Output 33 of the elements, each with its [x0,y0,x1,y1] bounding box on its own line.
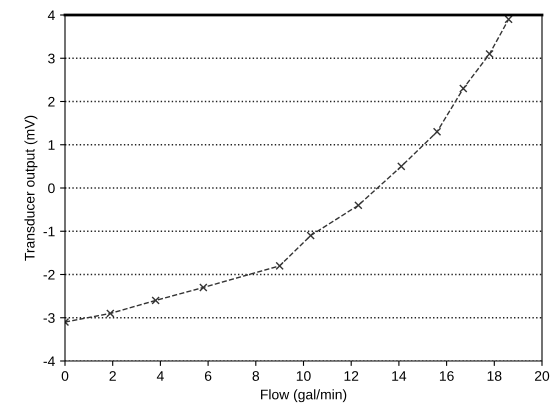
y-tick-label: 3 [48,54,55,64]
x-tick-label: 4 [156,371,164,381]
point [106,309,114,318]
x-tick-label: 10 [296,371,311,381]
x-tick-label: 6 [204,371,212,381]
x-tick-label: 14 [392,371,406,381]
x-tick-label: 20 [534,371,550,381]
x-tick-label: 16 [440,371,454,381]
point [275,262,284,270]
point [485,50,494,58]
y-tick-label: -2 [44,270,55,280]
y-tick-label: 4 [48,10,55,20]
x-tick-label: 18 [488,371,502,381]
y-tick-label: -3 [44,313,55,323]
y-tick-label: 0 [48,183,55,194]
x-tick-label: 0 [62,371,68,381]
x-tick-label: 12 [344,371,358,381]
x-tick-label: 8 [252,371,260,381]
point [199,283,208,292]
y-axis-title: Transducer output (mV) [24,116,38,261]
point [151,296,160,305]
y-tick-label: 2 [48,96,55,107]
y-tick-label: -4 [44,356,55,366]
y-tick-label: 1 [48,140,55,150]
point [504,15,513,24]
point [354,201,363,210]
point [397,162,406,171]
point [306,231,315,240]
point [459,84,468,93]
y-tick-label: -1 [44,226,55,236]
x-axis-title: Flow (gal/min) [261,389,346,402]
point [432,128,442,136]
x-tick-label: 2 [110,371,116,381]
